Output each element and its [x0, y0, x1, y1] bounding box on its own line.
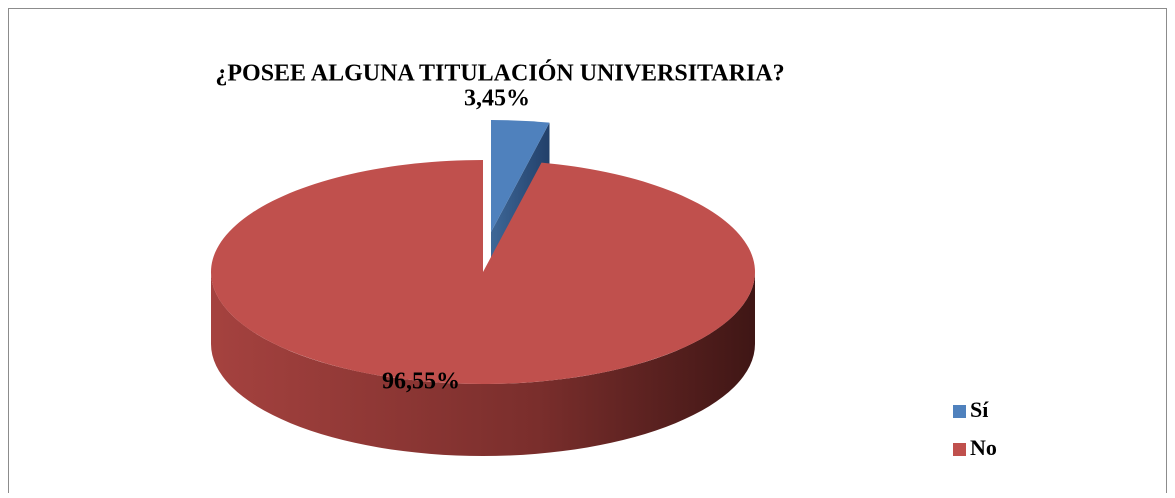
slice — [491, 120, 550, 232]
data-label: 3,45% — [464, 86, 530, 112]
pie — [210, 120, 755, 456]
slice — [210, 160, 755, 385]
legend-swatch — [953, 405, 966, 418]
chart-title: ¿POSEE ALGUNA TITULACIÓN UNIVERSITARIA? — [215, 60, 784, 87]
chart-border — [8, 8, 1167, 498]
legend-label: No — [970, 435, 997, 460]
legend-swatch — [953, 443, 966, 456]
legend: Sí No — [953, 397, 997, 460]
legend-label: Sí — [970, 397, 989, 422]
data-label: 96,55% — [382, 369, 460, 395]
slice-side — [211, 272, 755, 456]
